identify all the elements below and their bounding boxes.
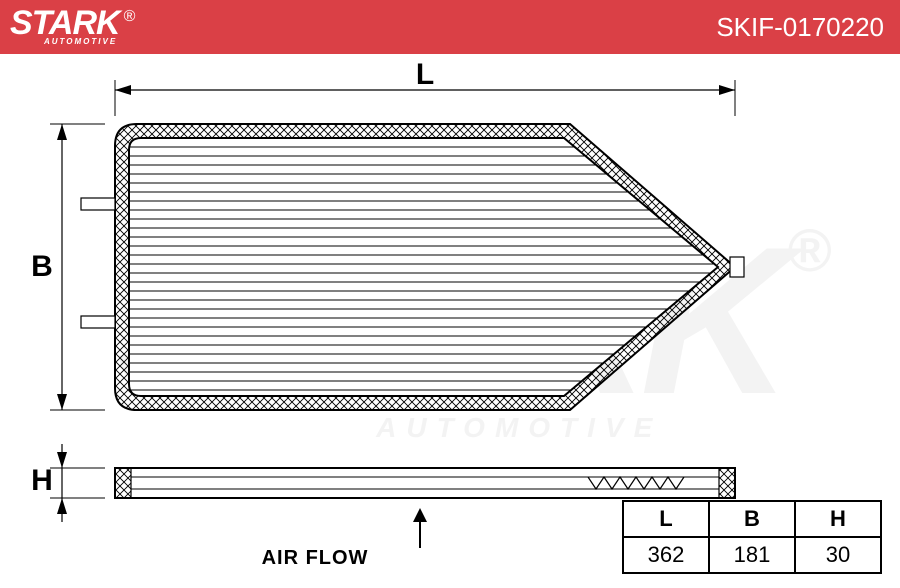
side-outline [115, 468, 735, 498]
dim-val-L: 362 [623, 537, 709, 573]
dim-val-B: 181 [709, 537, 795, 573]
dim-B: B [31, 124, 105, 410]
top-view: L B [31, 58, 744, 410]
dim-L: L [115, 58, 735, 116]
airflow-label-block: AIR FLOW [0, 501, 630, 570]
mounting-nub-right [730, 257, 744, 277]
brand-block: STARK ® AUTOMOTIVE [10, 8, 135, 46]
brand-subtitle: AUTOMOTIVE [44, 37, 135, 46]
brand-reg: ® [124, 8, 136, 26]
dimensions-table: L B H 362 181 30 [622, 500, 882, 574]
dim-val-H: 30 [795, 537, 881, 573]
side-hatch-right [719, 468, 735, 498]
mounting-tab-lower [81, 316, 115, 328]
side-hatch-left [115, 468, 131, 498]
dim-H-label: H [31, 464, 53, 497]
drawing-canvas: STARK ® AUTOMOTIVE L [0, 54, 900, 588]
dim-col-L: L [623, 501, 709, 537]
dim-col-B: B [709, 501, 795, 537]
dim-B-label: B [31, 250, 53, 283]
mounting-tab-upper [81, 198, 115, 210]
dim-col-H: H [795, 501, 881, 537]
part-number: SKIF-0170220 [716, 12, 884, 43]
header-bar: STARK ® AUTOMOTIVE SKIF-0170220 [0, 0, 900, 54]
brand-name: STARK [10, 8, 120, 39]
airflow-label: AIR FLOW [0, 547, 630, 570]
dim-L-label: L [416, 58, 434, 91]
